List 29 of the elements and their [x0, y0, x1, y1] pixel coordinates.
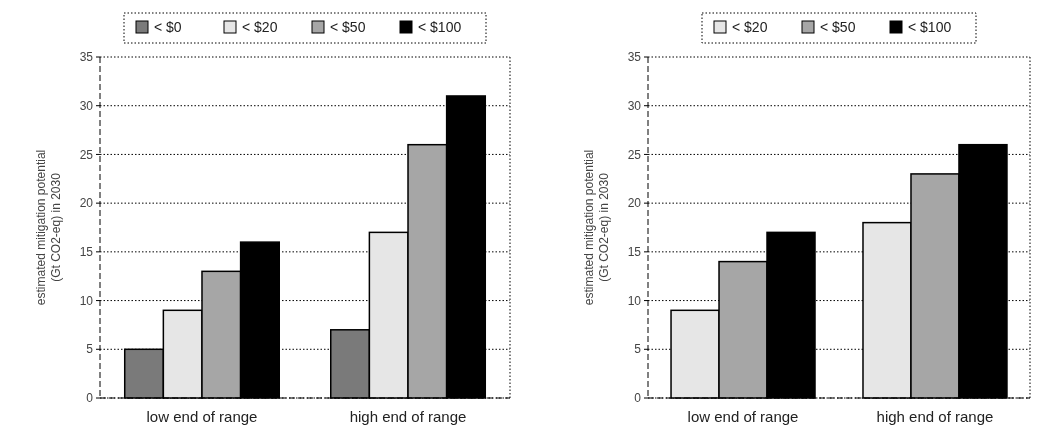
- y-tick-label: 15: [627, 245, 642, 260]
- y-tick-label: 20: [79, 196, 94, 211]
- y-tick-label: 0: [634, 391, 642, 406]
- y-tick-label: 35: [627, 50, 642, 65]
- y-tick-label: 25: [627, 147, 642, 162]
- y-tick-label: 20: [627, 196, 642, 211]
- y-tick-label: 35: [79, 50, 94, 65]
- legend-label: < $100: [908, 18, 952, 35]
- y-tick-label: 5: [86, 342, 94, 357]
- legend-label: < $0: [154, 18, 182, 35]
- y-tick-label: 30: [79, 98, 94, 113]
- legend-label: < $20: [242, 18, 278, 35]
- legend-label: < $50: [330, 18, 366, 35]
- y-tick-label: 10: [79, 293, 94, 308]
- x-tick-label: low end of range: [687, 408, 799, 425]
- y-axis-title: estimated mitigation potential (Gt CO2-eq) in 2030: [33, 149, 63, 306]
- legend-label: < $20: [732, 18, 768, 35]
- x-tick-label: high end of range: [876, 408, 994, 425]
- x-tick-label: low end of range: [146, 408, 258, 425]
- y-tick-label: 0: [86, 391, 94, 406]
- x-tick-label: high end of range: [349, 408, 467, 425]
- y-tick-label: 10: [627, 293, 642, 308]
- y-tick-label: 5: [634, 342, 642, 357]
- y-tick-label: 30: [627, 98, 642, 113]
- y-tick-label: 25: [79, 147, 94, 162]
- y-axis-title: estimated mitigation potential (Gt CO2-eq) in 2030: [581, 149, 611, 306]
- y-tick-label: 15: [79, 245, 94, 260]
- legend-label: < $50: [820, 18, 856, 35]
- legend-label: < $100: [418, 18, 462, 35]
